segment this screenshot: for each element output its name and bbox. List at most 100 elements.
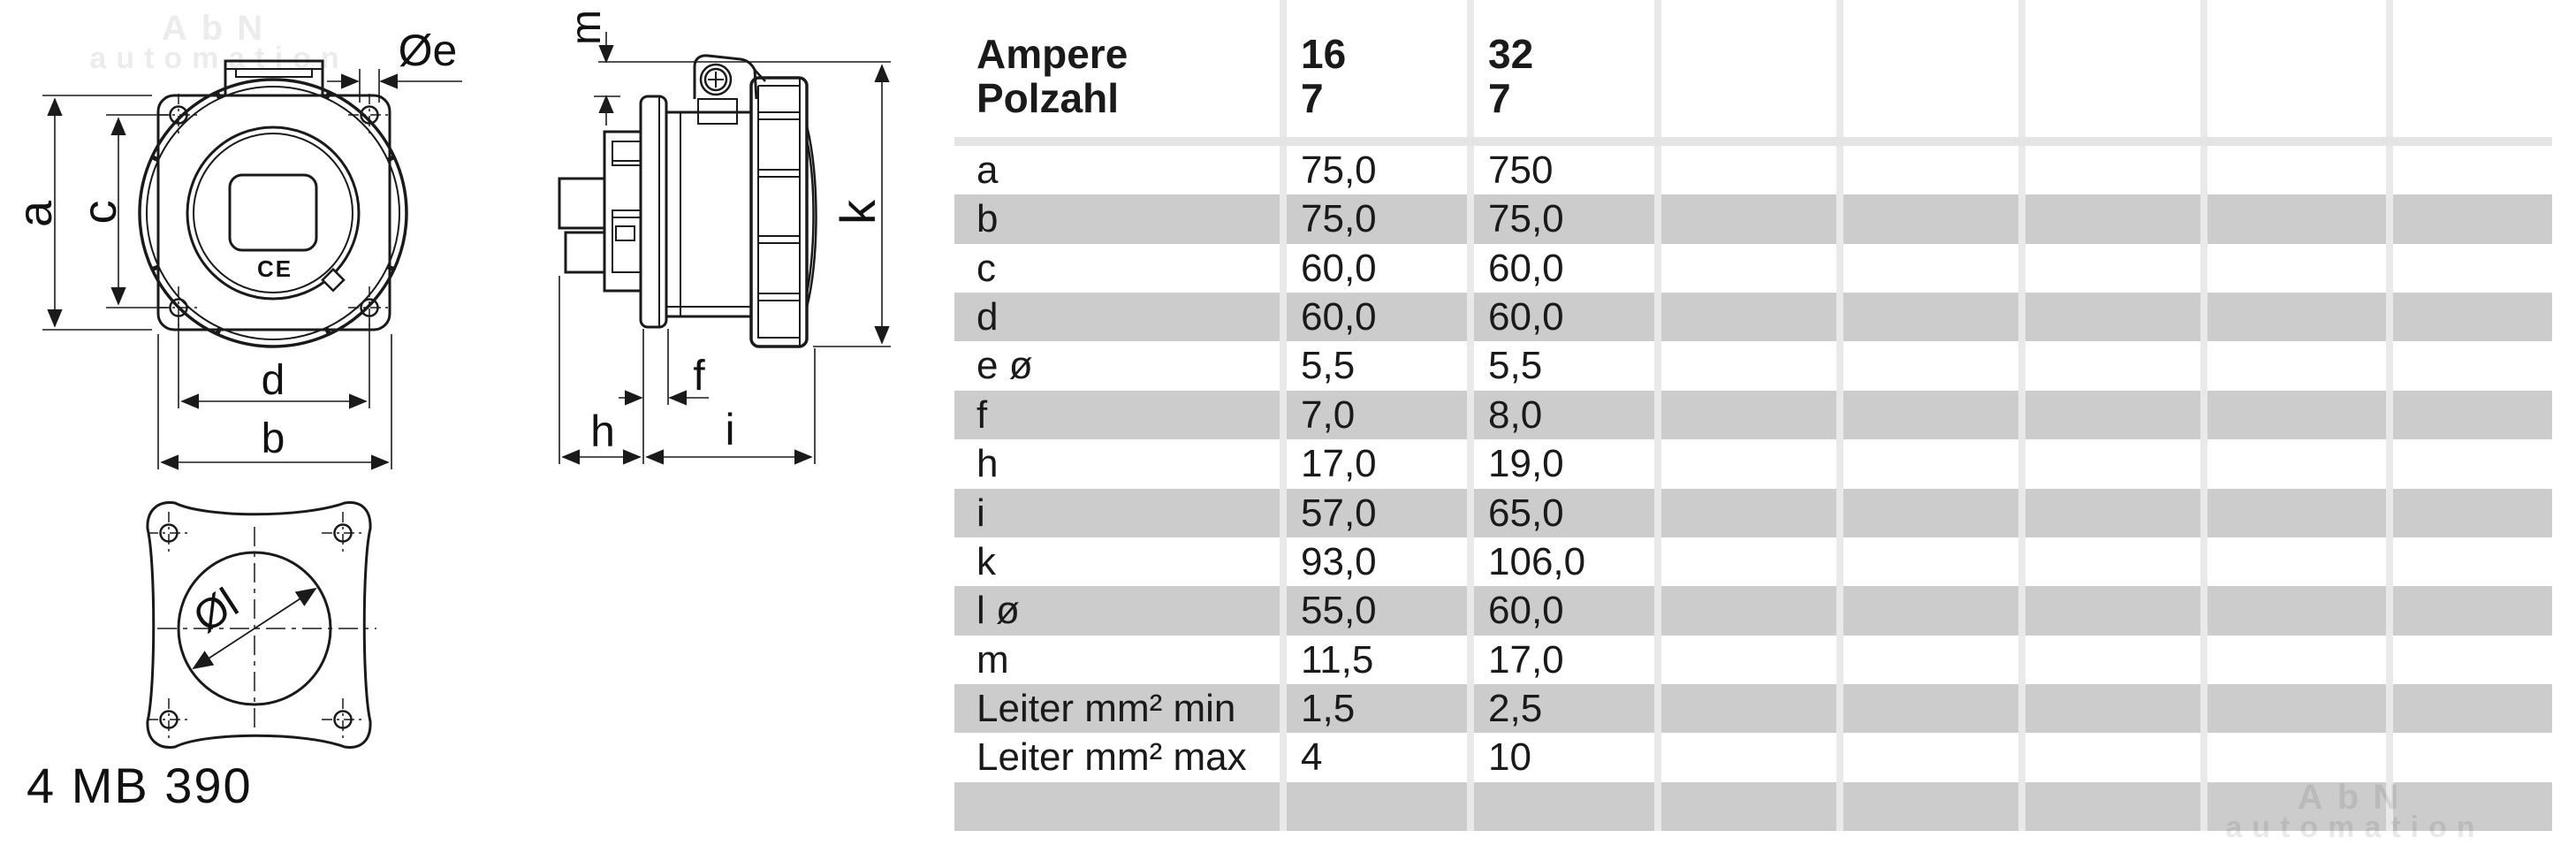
row-value-32a: 8,0	[1467, 390, 1654, 440]
bottom-diameter-arrow	[192, 587, 317, 670]
row-value-16a: 57,0	[1280, 488, 1467, 537]
row-label: d	[976, 295, 999, 339]
front-dim-a	[42, 95, 152, 331]
ampere-value: 32	[1488, 31, 1534, 77]
row-value-16a: 4	[1280, 733, 1467, 782]
polzahl-value: 7	[1488, 75, 1511, 121]
polzahl-value: 7	[1301, 75, 1324, 121]
side-dim-f	[619, 329, 709, 406]
row-value-32a: 106,0	[1467, 537, 1654, 587]
front-outer-ring	[138, 78, 408, 348]
side-dim-h-i	[559, 276, 816, 465]
side-dim-i-label: i	[725, 405, 734, 454]
row-value-32a: 60,0	[1467, 586, 1654, 636]
row-value-32a: 17,0	[1467, 635, 1654, 684]
table-row-m: m 11,5 17,0	[954, 635, 2552, 684]
part-number: 4 MB 390	[27, 758, 253, 813]
table-row-h: h 17,0 19,0	[954, 439, 2552, 489]
front-dim-c-label: c	[73, 201, 126, 225]
row-label: b	[976, 197, 999, 241]
side-dim-h-label: h	[590, 407, 615, 456]
row-value-16a: 17,0	[1280, 439, 1467, 489]
row-label: m	[976, 637, 1009, 682]
row-label: c	[976, 246, 996, 290]
side-dim-f-label: f	[693, 353, 705, 400]
side-dim-m	[594, 32, 891, 126]
bottom-dim-l-label: Øl	[186, 580, 247, 643]
table-row-a: a 75,0 750	[954, 146, 2552, 195]
front-socket-window	[228, 173, 318, 252]
table-header-labels: Ampere Polzahl	[954, 0, 1280, 137]
bottom-flange-outline	[146, 501, 372, 749]
table-row-e: e ø 5,5 5,5	[954, 341, 2552, 391]
table-header-divider	[954, 137, 2552, 146]
side-dim-m-label: m	[563, 10, 610, 45]
row-value-32a: 60,0	[1467, 243, 1654, 293]
header-ampere-label: Ampere	[976, 31, 1128, 77]
side-body	[665, 110, 753, 318]
front-dim-d	[178, 318, 370, 409]
row-value-16a: 55,0	[1280, 586, 1467, 636]
row-value-32a: 2,5	[1467, 683, 1654, 734]
row-value-16a: 1,5	[1280, 683, 1467, 734]
row-value-32a: 750	[1467, 146, 1654, 195]
table-row-i: i 57,0 65,0	[954, 488, 2552, 537]
bottom-centerlines	[157, 527, 376, 730]
front-dim-a-label: a	[9, 200, 62, 227]
row-label: h	[976, 442, 999, 486]
row-value-32a: 5,5	[1467, 341, 1654, 391]
side-cable-stub-lower	[564, 231, 606, 274]
side-end-cap	[805, 125, 817, 308]
row-value-32a: 75,0	[1467, 194, 1654, 244]
row-value-16a: 5,5	[1280, 341, 1467, 391]
table-header-empty-col	[1836, 0, 2018, 137]
row-value-32a: 10	[1467, 733, 1654, 782]
front-dim-b	[157, 334, 392, 470]
side-cable-stub-upper	[558, 177, 606, 230]
table-row-leiter-min: Leiter mm² min 1,5 2,5	[954, 683, 2552, 734]
table-row-b: b 75,0 75,0	[954, 194, 2552, 244]
table-row-f: f 7,0 8,0	[954, 390, 2552, 440]
side-terminal-block	[603, 130, 642, 293]
header-polzahl-label: Polzahl	[976, 75, 1120, 121]
ampere-value: 16	[1301, 31, 1347, 77]
row-label: e ø	[976, 344, 1033, 388]
dimension-table: Ampere Polzahl 16 7 32 7 a 75,0 750	[954, 0, 2552, 832]
front-rim-ticks	[149, 90, 397, 337]
table-header-empty-col	[2200, 0, 2386, 137]
side-view	[558, 32, 891, 465]
table-row-l: l ø 55,0 60,0	[954, 586, 2552, 636]
table-header-empty-col	[1654, 0, 1836, 137]
table-header-row: Ampere Polzahl 16 7 32 7	[954, 0, 2552, 137]
row-value-16a: 75,0	[1280, 194, 1467, 244]
row-value-32a: 19,0	[1467, 439, 1654, 489]
front-dim-b-label: b	[262, 415, 285, 462]
row-label: Leiter mm² min	[976, 686, 1236, 730]
row-label: Leiter mm² max	[976, 735, 1247, 780]
table-row-c: c 60,0 60,0	[954, 243, 2552, 293]
bottom-view	[146, 501, 376, 749]
front-inner-ring	[186, 126, 361, 301]
row-label: k	[976, 539, 996, 583]
row-value-32a: 65,0	[1467, 488, 1654, 537]
row-value-16a: 7,0	[1280, 390, 1467, 440]
row-value-16a: 11,5	[1280, 635, 1467, 684]
row-value-16a: 75,0	[1280, 146, 1467, 195]
front-top-tab	[224, 59, 324, 97]
table-row-empty	[954, 781, 2552, 832]
table-body: a 75,0 750 b 75,0 75,0 c 60,0 60,0	[954, 146, 2552, 832]
row-label: i	[976, 491, 985, 535]
table-header-col-32a: 32 7	[1467, 0, 1654, 137]
table-header-empty-col	[2018, 0, 2200, 137]
table-row-leiter-max: Leiter mm² max 4 10	[954, 733, 2552, 782]
table-header-col-16a: 16 7	[1280, 0, 1467, 137]
front-view	[42, 59, 462, 470]
row-value-16a: 93,0	[1280, 537, 1467, 587]
row-label: a	[976, 149, 999, 192]
side-dim-k-label: k	[830, 199, 885, 225]
bottom-mounting-holes	[148, 512, 364, 741]
row-value-16a: 60,0	[1280, 243, 1467, 293]
row-label: f	[976, 392, 988, 437]
row-label: l ø	[976, 589, 1020, 633]
